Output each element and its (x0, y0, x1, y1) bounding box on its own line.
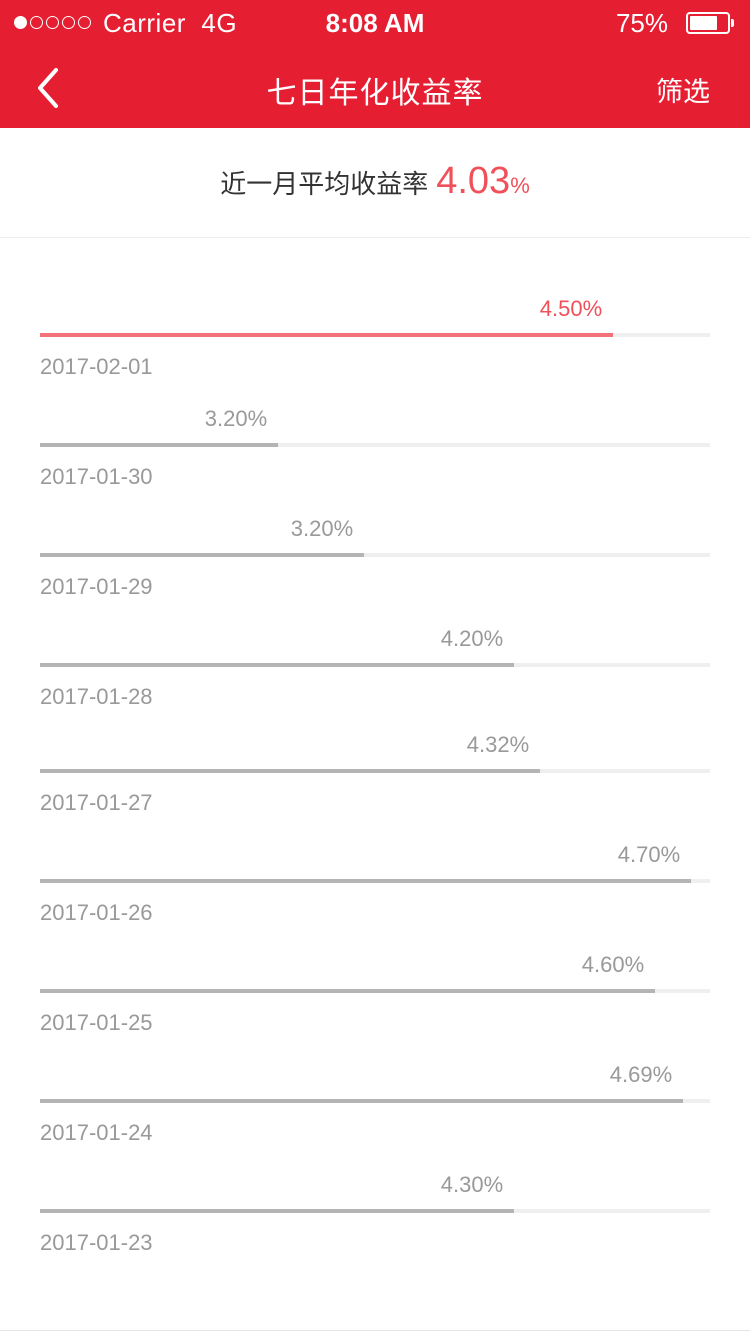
yield-rate-label: 3.20% (204, 406, 268, 431)
yield-row: 4.32% 2017-01-27 (0, 732, 750, 832)
yield-bar-track (40, 769, 710, 773)
status-bar: Carrier 4G 8:08 AM 75% (0, 0, 750, 48)
yield-rate-label: 4.70% (617, 842, 681, 867)
yield-bar-track (40, 553, 710, 557)
chevron-left-icon (38, 68, 58, 108)
yield-bar (40, 443, 278, 447)
yield-row: 3.20% 2017-01-29 (0, 516, 750, 616)
yield-rate-label: 4.20% (440, 626, 504, 651)
yield-bar (40, 879, 691, 883)
bottom-divider (0, 1330, 750, 1331)
summary-value: 4.03 (436, 160, 511, 202)
yield-bar-track (40, 879, 710, 883)
page-title: 七日年化收益率 (266, 76, 484, 111)
yield-row: 4.30% 2017-01-23 (0, 1172, 750, 1272)
yield-bar (40, 769, 540, 773)
yield-date: 2017-01-24 (40, 1120, 153, 1145)
yield-bar (40, 663, 514, 667)
signal-strength-icon (14, 16, 91, 29)
yield-row: 4.50% 2017-02-01 (0, 296, 750, 396)
yield-date: 2017-01-28 (40, 684, 153, 709)
yield-bar-track (40, 1099, 710, 1103)
yield-row: 3.20% 2017-01-30 (0, 406, 750, 506)
yield-bar (40, 989, 655, 993)
yield-bar (40, 1099, 683, 1103)
battery-percent: 75% (615, 8, 668, 38)
yield-bar-track (40, 1209, 710, 1213)
signal-dot (30, 16, 43, 29)
signal-dot (78, 16, 91, 29)
network-type: 4G (201, 8, 238, 38)
yield-date: 2017-01-26 (40, 900, 153, 925)
summary-label: 近一月平均收益率 (220, 170, 429, 200)
yield-row: 4.70% 2017-01-26 (0, 842, 750, 942)
battery-icon (686, 12, 734, 34)
yield-row: 4.60% 2017-01-25 (0, 952, 750, 1052)
yield-date: 2017-01-25 (40, 1010, 153, 1035)
status-time: 8:08 AM (325, 8, 425, 38)
carrier-label: Carrier 4G (103, 8, 237, 39)
yield-bar (40, 553, 364, 557)
yield-bar (40, 333, 613, 337)
yield-rate-label: 4.60% (581, 952, 645, 977)
signal-dot (14, 16, 27, 29)
yield-bar-track (40, 333, 710, 337)
navigation-bar: 七日年化收益率 筛选 (0, 48, 750, 128)
back-button[interactable] (24, 62, 76, 114)
yield-rate-label: 3.20% (290, 516, 354, 541)
yield-date: 2017-01-27 (40, 790, 153, 815)
yield-rate-label: 4.30% (440, 1172, 504, 1197)
yield-bar (40, 1209, 514, 1213)
yield-rate-label: 4.50% (539, 296, 603, 321)
summary-unit: % (510, 173, 530, 198)
signal-dot (62, 16, 75, 29)
average-yield-summary: 近一月平均收益率 4.03% (0, 128, 750, 238)
yield-bar-track (40, 989, 710, 993)
yield-date: 2017-01-23 (40, 1230, 153, 1255)
signal-dot (46, 16, 59, 29)
yield-date: 2017-01-30 (40, 464, 153, 489)
carrier-name: Carrier (103, 8, 186, 38)
battery-fill (690, 16, 717, 30)
yield-date: 2017-01-29 (40, 574, 153, 599)
yield-rate-label: 4.32% (466, 732, 530, 757)
yield-rate-label: 4.69% (609, 1062, 673, 1087)
yield-date: 2017-02-01 (40, 354, 153, 379)
yield-row: 4.69% 2017-01-24 (0, 1062, 750, 1162)
yield-bar-track (40, 663, 710, 667)
filter-button[interactable]: 筛选 (656, 77, 710, 108)
yield-row: 4.20% 2017-01-28 (0, 626, 750, 726)
yield-bar-track (40, 443, 710, 447)
